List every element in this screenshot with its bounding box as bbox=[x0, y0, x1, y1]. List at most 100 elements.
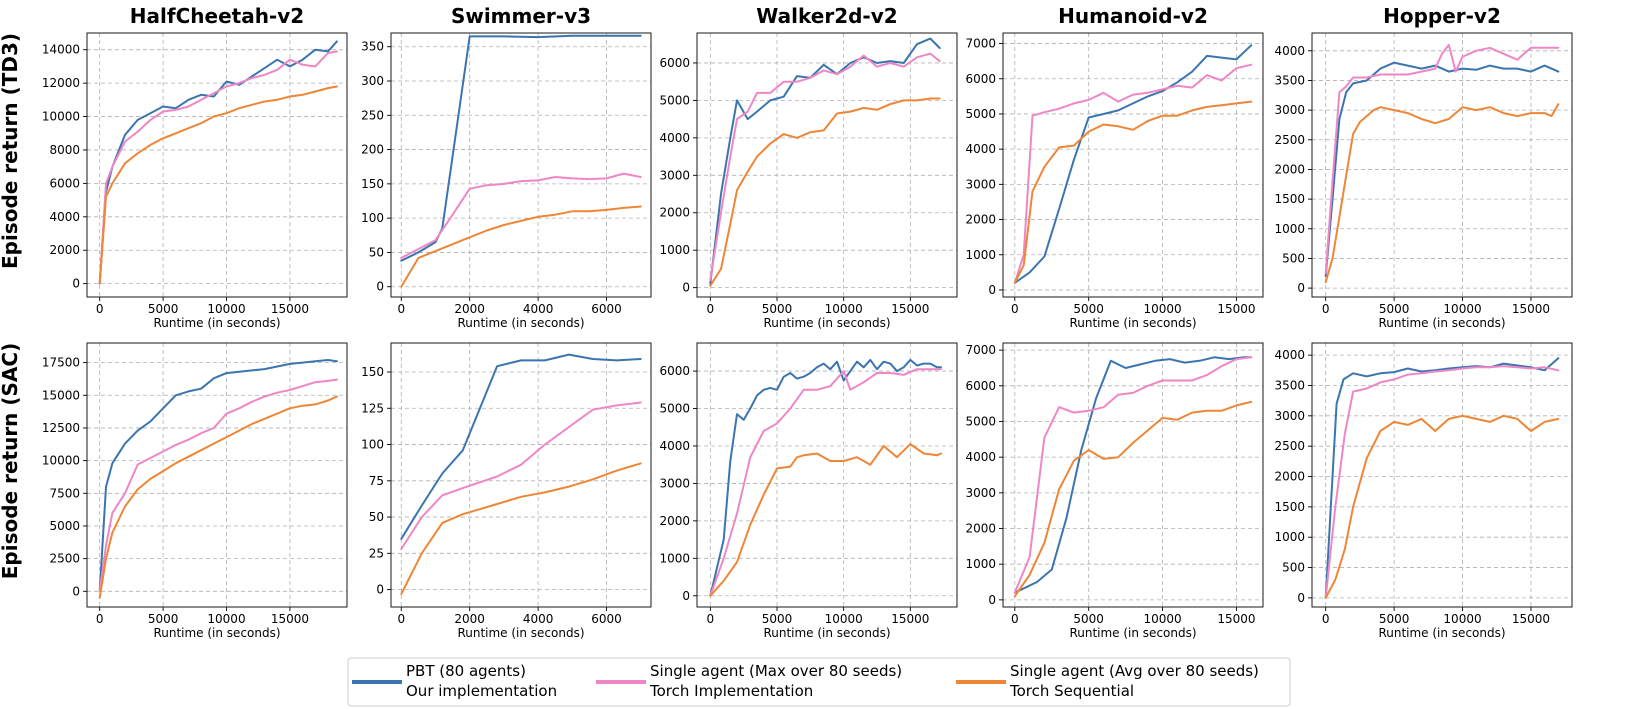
panel-r1c2-ytick-label: 3000 bbox=[659, 476, 690, 490]
panel-r0c1-frame bbox=[390, 32, 652, 298]
panel-r0c2-ytick-label: 5000 bbox=[659, 93, 690, 107]
panel-r1c1-ytick-label: 100 bbox=[361, 438, 384, 452]
panel-r0c0-plot-area bbox=[87, 33, 347, 297]
panel-r1c2-xlabel: Runtime (in seconds) bbox=[763, 626, 890, 640]
panel-r0c1-xtick-label: 4000 bbox=[523, 302, 554, 316]
panel-r0c0-xtick-label: 10000 bbox=[207, 302, 245, 316]
panel-r0c4-ytick-label: 0 bbox=[1297, 281, 1305, 295]
panel-r1c3-series-max bbox=[1013, 356, 1253, 594]
panel-r0c3-ytick-label: 0 bbox=[988, 283, 996, 297]
legend-frame bbox=[347, 657, 1291, 707]
panel-r1c2-ytick-label: 1000 bbox=[659, 551, 690, 565]
panel-r1c2-series-avg bbox=[709, 443, 942, 597]
panel-r1c0-xtick-label: 5000 bbox=[148, 612, 179, 626]
panel-r1c3-ytick-label: 5000 bbox=[965, 414, 996, 428]
panel-r1c1-ytick-label: 50 bbox=[369, 510, 384, 524]
panel-r1c0-ytick-label: 2500 bbox=[49, 552, 80, 566]
panel-r1c3: 0 5000 10000 15000 0 1000 2000 3000 4000 5000 6000… bbox=[965, 342, 1264, 640]
panel-r0c4-ytick-label: 2000 bbox=[1274, 162, 1305, 176]
panel-r0c1-ytick-label: 350 bbox=[361, 40, 384, 54]
panel-r0c0: 0 5000 10000 15000 0 2000 4000 6000 8000 10000 120… bbox=[42, 4, 348, 330]
panel-r0c1-ytick-label: 150 bbox=[361, 177, 384, 191]
panel-r0c0-series-pbt bbox=[98, 40, 338, 285]
chart-title-hopper-v2: Hopper-v2 bbox=[1383, 4, 1501, 28]
panel-r0c0-frame bbox=[86, 32, 348, 298]
panel-r0c0-ytick-label: 4000 bbox=[49, 210, 80, 224]
panel-r0c2-ytick-label: 2000 bbox=[659, 206, 690, 220]
panel-r1c1-xtick-label: 0 bbox=[397, 612, 405, 626]
panel-r0c3-xtick-label: 15000 bbox=[1217, 302, 1255, 316]
chart-title-swimmer-v3: Swimmer-v3 bbox=[451, 4, 591, 28]
row-label-td3: Episode return (TD3) bbox=[0, 33, 22, 269]
panel-r0c0-ytick-label: 6000 bbox=[49, 176, 80, 190]
panel-r1c1-frame bbox=[390, 342, 652, 608]
panel-r0c0-xtick-label: 5000 bbox=[148, 302, 179, 316]
legend-label-avg-line2: Torch Sequential bbox=[1009, 682, 1134, 700]
panel-r0c3-frame bbox=[1002, 32, 1264, 298]
panel-r0c4-ytick-label: 1500 bbox=[1274, 192, 1305, 206]
panel-r1c2-frame bbox=[696, 342, 958, 608]
panel-r1c0-frame bbox=[86, 342, 348, 608]
panel-r1c2-ytick-label: 4000 bbox=[659, 439, 690, 453]
panel-r0c2-ytick-label: 3000 bbox=[659, 168, 690, 182]
panel-r1c3-ytick-label: 0 bbox=[988, 593, 996, 607]
panel-r0c3-xtick-label: 10000 bbox=[1143, 302, 1181, 316]
legend-label-pbt-line1: PBT (80 agents) bbox=[406, 662, 526, 680]
panel-r0c3: 0 5000 10000 15000 0 1000 2000 3000 4000 5000 6000… bbox=[965, 4, 1264, 330]
panel-r1c4-xtick-label: 5000 bbox=[1379, 612, 1410, 626]
panel-r1c4-frame bbox=[1311, 342, 1573, 608]
panel-r1c4-xtick-label: 10000 bbox=[1443, 612, 1481, 626]
panel-r1c1-xtick-label: 6000 bbox=[591, 612, 622, 626]
panel-r1c4-series-max bbox=[1324, 365, 1560, 599]
panel-r0c0-ytick-label: 14000 bbox=[42, 43, 80, 57]
panel-r1c0-ytick-label: 7500 bbox=[49, 486, 80, 500]
panel-r0c3-plot-area bbox=[1003, 33, 1263, 297]
panel-r0c2-xtick-label: 0 bbox=[707, 302, 715, 316]
panel-r1c4-ytick-label: 500 bbox=[1282, 561, 1305, 575]
panel-r0c4-plot-area bbox=[1312, 33, 1572, 297]
panel-r1c4-ytick-label: 3000 bbox=[1274, 409, 1305, 423]
panel-r1c2-ytick-label: 0 bbox=[682, 589, 690, 603]
panel-r1c2-series-pbt bbox=[709, 358, 942, 597]
panel-r1c0-series-pbt bbox=[98, 359, 338, 593]
panel-r0c4-xtick-label: 15000 bbox=[1512, 302, 1550, 316]
panel-r1c3-ytick-label: 2000 bbox=[965, 522, 996, 536]
panel-r1c0-ytick-label: 10000 bbox=[42, 454, 80, 468]
panel-r0c2-plot-area bbox=[697, 33, 957, 297]
panel-r1c1-xlabel: Runtime (in seconds) bbox=[457, 626, 584, 640]
legend-label-max-line2: Torch Implementation bbox=[649, 682, 813, 700]
legend-label-pbt-line2: Our implementation bbox=[406, 682, 557, 700]
panel-r1c3-xtick-label: 15000 bbox=[1217, 612, 1255, 626]
panel-r1c0-plot-area bbox=[87, 343, 347, 607]
panel-r0c2-ytick-label: 0 bbox=[682, 281, 690, 295]
panel-r0c1-plot-area bbox=[391, 33, 651, 297]
panel-r0c1-xtick-label: 0 bbox=[397, 302, 405, 316]
panel-r1c0-ytick-label: 17500 bbox=[42, 356, 80, 370]
panel-r1c1-xtick-label: 2000 bbox=[454, 612, 485, 626]
panel-r0c2-series-pbt bbox=[709, 37, 941, 285]
panel-r1c4-ytick-label: 4000 bbox=[1274, 348, 1305, 362]
panel-r1c1-plot-area bbox=[391, 343, 651, 607]
panel-r0c4-ytick-label: 500 bbox=[1282, 251, 1305, 265]
panel-r0c1-ytick-label: 50 bbox=[369, 245, 384, 259]
panel-r1c1-ytick-label: 125 bbox=[361, 401, 384, 415]
panel-r1c4-ytick-label: 1500 bbox=[1274, 500, 1305, 514]
panel-r0c4-ytick-label: 3500 bbox=[1274, 73, 1305, 87]
panel-r0c2-ytick-label: 6000 bbox=[659, 56, 690, 70]
panel-r1c2-xtick-label: 5000 bbox=[762, 612, 793, 626]
panel-r0c0-ytick-label: 0 bbox=[72, 277, 80, 291]
panel-r1c4-xtick-label: 0 bbox=[1322, 612, 1330, 626]
panel-r1c3-ytick-label: 3000 bbox=[965, 486, 996, 500]
panel-r1c3-ytick-label: 1000 bbox=[965, 557, 996, 571]
panel-r1c3-frame bbox=[1002, 342, 1264, 608]
panel-r0c2-xtick-label: 10000 bbox=[825, 302, 863, 316]
panel-r1c0-ytick-label: 12500 bbox=[42, 421, 80, 435]
panel-r1c1: 0 2000 4000 6000 0 25 50 75 100 125 150 Runtime (in… bbox=[361, 342, 652, 640]
panel-r0c2-series-max bbox=[709, 52, 941, 282]
panel-r1c4-ytick-label: 1000 bbox=[1274, 530, 1305, 544]
panel-r1c1-series-pbt bbox=[400, 353, 642, 540]
panel-r0c3-xtick-label: 0 bbox=[1011, 302, 1019, 316]
panel-r0c3-series-pbt bbox=[1013, 44, 1253, 284]
panel-r1c2-xtick-label: 0 bbox=[707, 612, 715, 626]
panel-r0c0-xlabel: Runtime (in seconds) bbox=[153, 316, 280, 330]
